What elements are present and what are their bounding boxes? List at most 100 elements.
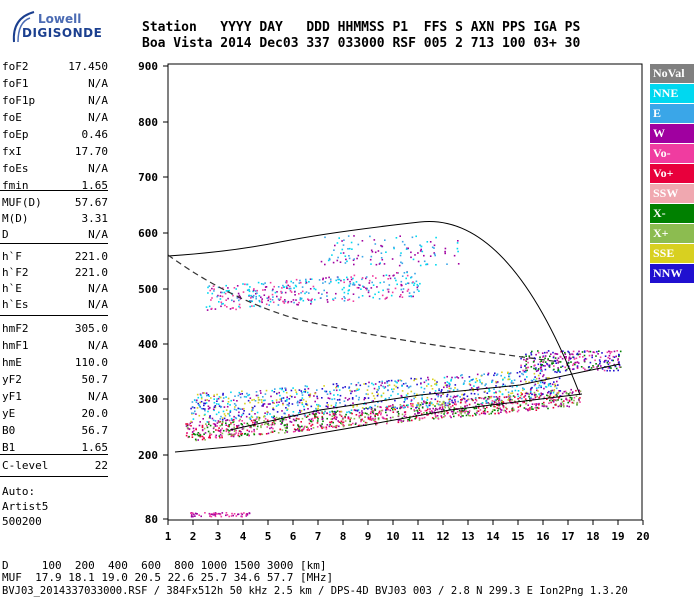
echo-point bbox=[260, 296, 262, 299]
echo-point bbox=[403, 272, 406, 274]
echo-point bbox=[229, 411, 232, 413]
echo-point bbox=[268, 295, 270, 298]
echo-point bbox=[496, 381, 499, 383]
echo-point bbox=[260, 399, 263, 401]
echo-point bbox=[560, 405, 562, 408]
echo-point bbox=[614, 365, 617, 368]
echo-point bbox=[438, 408, 441, 410]
echo-point bbox=[338, 398, 341, 401]
echo-point bbox=[262, 399, 265, 402]
echo-point bbox=[404, 406, 406, 409]
echo-point bbox=[453, 415, 455, 418]
echo-point bbox=[452, 401, 455, 404]
echo-point bbox=[361, 240, 364, 242]
echo-point bbox=[227, 297, 229, 300]
echo-point bbox=[377, 389, 379, 392]
divider bbox=[0, 454, 108, 455]
echo-point bbox=[301, 397, 304, 399]
echo-point bbox=[532, 361, 535, 363]
header-row-values: Boa Vista 2014 Dec03 337 033000 RSF 005 … bbox=[142, 36, 581, 51]
echo-point bbox=[580, 366, 583, 368]
echo-point bbox=[554, 352, 556, 355]
echo-point bbox=[505, 406, 507, 409]
echo-point bbox=[249, 397, 252, 399]
echo-point bbox=[194, 438, 197, 441]
echo-point bbox=[433, 253, 436, 255]
echo-point bbox=[230, 435, 232, 438]
echo-point bbox=[238, 411, 240, 414]
echo-point bbox=[547, 392, 549, 394]
echo-point bbox=[355, 384, 358, 386]
echo-point bbox=[360, 414, 362, 417]
echo-point bbox=[433, 417, 435, 420]
echo-point bbox=[209, 415, 211, 417]
echo-point bbox=[396, 386, 399, 389]
echo-point bbox=[225, 299, 227, 301]
echo-point bbox=[330, 425, 333, 427]
echo-point bbox=[434, 415, 437, 417]
echo-point bbox=[475, 377, 478, 380]
echo-point bbox=[412, 405, 414, 408]
echo-point bbox=[333, 398, 336, 400]
echo-point bbox=[517, 390, 520, 392]
echo-point bbox=[417, 252, 419, 254]
echo-point bbox=[271, 421, 274, 424]
echo-point bbox=[528, 355, 531, 357]
echo-point bbox=[399, 235, 401, 237]
echo-point bbox=[286, 409, 288, 411]
echo-point bbox=[216, 425, 218, 427]
echo-point bbox=[533, 384, 536, 387]
echo-point bbox=[329, 423, 331, 426]
echo-point bbox=[488, 413, 490, 415]
echo-point bbox=[548, 365, 550, 367]
echo-point bbox=[192, 431, 194, 433]
echo-point bbox=[536, 403, 538, 405]
echo-point bbox=[228, 424, 230, 426]
echo-point bbox=[350, 409, 353, 411]
echo-point bbox=[588, 350, 590, 353]
echo-point bbox=[344, 416, 346, 419]
echo-point bbox=[212, 431, 215, 433]
echo-point bbox=[298, 389, 301, 391]
echo-point bbox=[413, 379, 415, 382]
echo-point bbox=[349, 280, 351, 283]
echo-point bbox=[537, 369, 539, 372]
echo-point bbox=[294, 389, 297, 391]
echo-point bbox=[372, 296, 374, 299]
echo-point bbox=[401, 291, 404, 293]
param-key: foEs bbox=[2, 162, 29, 175]
echo-point bbox=[557, 367, 559, 369]
echo-point bbox=[318, 412, 321, 414]
echo-point bbox=[564, 351, 566, 354]
echo-point bbox=[329, 421, 331, 424]
echo-point bbox=[464, 412, 466, 414]
echo-point bbox=[269, 281, 272, 284]
echo-point bbox=[389, 416, 392, 419]
echo-point bbox=[386, 407, 388, 410]
echo-point bbox=[267, 296, 270, 299]
echo-point bbox=[216, 398, 218, 400]
echo-point bbox=[526, 366, 529, 369]
echo-point bbox=[370, 255, 373, 258]
param-key: D bbox=[2, 228, 9, 241]
param-value: 1.65 bbox=[81, 179, 109, 192]
echo-point bbox=[539, 395, 541, 398]
echo-point bbox=[286, 280, 288, 283]
echo-point bbox=[201, 438, 204, 441]
echo-point bbox=[331, 254, 333, 256]
echo-point bbox=[413, 378, 416, 380]
echo-point bbox=[551, 397, 554, 399]
echo-point bbox=[347, 235, 350, 237]
echo-point bbox=[295, 429, 298, 431]
echo-point bbox=[298, 401, 301, 404]
echo-point bbox=[315, 416, 317, 418]
echo-point bbox=[220, 405, 223, 408]
echo-point bbox=[297, 424, 299, 426]
echo-point bbox=[591, 354, 593, 357]
echo-point bbox=[544, 351, 546, 354]
x-tick-label: 12 bbox=[436, 530, 449, 543]
echo-point bbox=[557, 369, 559, 372]
echo-point bbox=[609, 352, 612, 355]
echo-point bbox=[225, 409, 228, 411]
